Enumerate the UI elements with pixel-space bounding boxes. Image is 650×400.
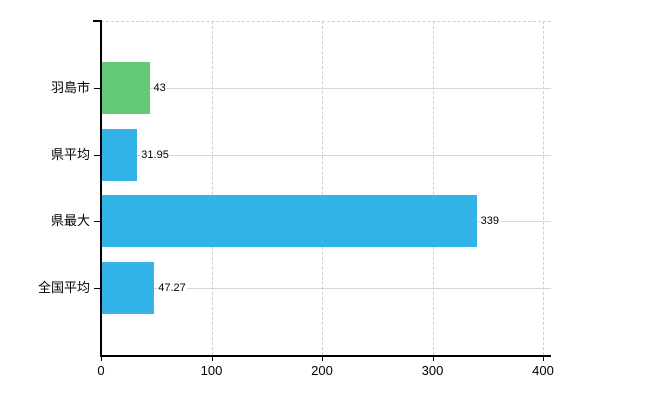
gridline-x-300 <box>432 21 434 355</box>
gridline-category-1 <box>101 154 551 156</box>
y-axis-tick <box>94 221 100 223</box>
gridline-x-200 <box>322 21 323 355</box>
x-axis-tick <box>543 356 544 361</box>
bar-3 <box>102 262 155 315</box>
bar-value-label: 43 <box>152 80 167 95</box>
bar-1 <box>102 128 138 181</box>
y-axis-line <box>100 20 102 357</box>
gridline-x-100 <box>211 21 213 355</box>
x-axis-tick <box>101 356 102 361</box>
category-label: 羽島市 <box>50 79 90 95</box>
x-tick-label: 100 <box>200 363 223 378</box>
y-axis-tick <box>94 288 100 290</box>
bar-value-label: 339 <box>479 214 500 229</box>
x-tick-label: 300 <box>421 363 444 378</box>
x-tick-label: 200 <box>311 363 333 378</box>
gridline-category-0 <box>101 87 551 89</box>
category-label: 県最大 <box>50 213 90 229</box>
y-axis-tick <box>94 154 100 156</box>
category-label: 県平均 <box>50 146 90 162</box>
gridline-top <box>101 21 551 22</box>
bar-2 <box>102 195 477 248</box>
x-axis-tick <box>432 356 434 361</box>
bar-value-label: 31.95 <box>140 147 170 162</box>
x-tick-label: 400 <box>532 363 554 378</box>
bar-0 <box>102 61 150 114</box>
x-axis-tick <box>322 356 323 361</box>
x-axis-tick <box>211 356 213 361</box>
gridline-category-3 <box>101 288 551 290</box>
y-axis-tick <box>94 87 100 89</box>
x-tick-label: 0 <box>97 363 105 378</box>
bar-value-label: 47.27 <box>157 281 187 296</box>
gridline-x-400 <box>543 21 544 355</box>
x-axis-line <box>100 355 551 357</box>
y-axis-top-tick <box>93 20 100 22</box>
category-label: 全国平均 <box>37 280 90 296</box>
